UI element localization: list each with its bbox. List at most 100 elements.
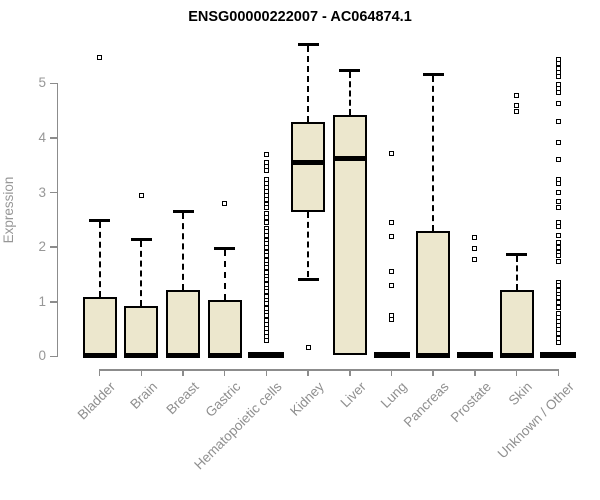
outlier-point-brain bbox=[138, 192, 144, 198]
x-tick-label: Lung bbox=[378, 379, 411, 411]
box-pancreas bbox=[416, 231, 451, 357]
outlier-point-unknown-other bbox=[555, 232, 561, 238]
x-tick-label: Gastric bbox=[202, 379, 244, 420]
y-tick-label: 4 bbox=[38, 130, 46, 145]
whisker-upper-kidney bbox=[307, 46, 310, 122]
x-tick-label: Unknown / Other bbox=[494, 379, 577, 462]
box-bladder bbox=[82, 297, 117, 357]
outlier-point-skin bbox=[514, 92, 520, 98]
y-axis-tick bbox=[50, 82, 57, 85]
box-brain bbox=[124, 305, 159, 357]
outlier-point-unknown-other bbox=[555, 157, 561, 163]
outlier-point-skin bbox=[514, 109, 520, 115]
whisker-cap-upper-kidney bbox=[297, 43, 319, 47]
x-tick-label: Bladder bbox=[74, 379, 119, 423]
whisker-upper-pancreas bbox=[432, 75, 435, 232]
outlier-point-unknown-other bbox=[555, 205, 561, 211]
outlier-point-unknown-other bbox=[555, 119, 561, 125]
outlier-point-unknown-other bbox=[555, 259, 561, 265]
x-axis-tick bbox=[390, 369, 393, 376]
outlier-point-lung bbox=[389, 234, 394, 240]
whisker-cap-upper-skin bbox=[506, 253, 528, 257]
x-tick-label: Brain bbox=[127, 379, 160, 412]
outlier-point-lung bbox=[389, 316, 394, 322]
outlier-point-bladder bbox=[97, 55, 103, 61]
x-axis-tick bbox=[98, 369, 101, 376]
whisker-upper-gastric bbox=[223, 250, 226, 301]
whisker-cap-upper-gastric bbox=[214, 247, 236, 251]
outlier-point-unknown-other bbox=[555, 219, 561, 225]
x-axis-tick bbox=[223, 369, 226, 376]
whisker-upper-brain bbox=[140, 241, 143, 306]
outlier-point-kidney bbox=[305, 345, 311, 351]
outlier-point-unknown-other bbox=[555, 90, 561, 96]
outlier-point-unknown-other bbox=[555, 299, 561, 305]
x-axis-tick bbox=[432, 369, 434, 376]
whisker-lower-kidney bbox=[307, 212, 310, 277]
whisker-cap-upper-breast bbox=[172, 210, 194, 214]
chart-title: ENSG00000222007 - AC064874.1 bbox=[188, 9, 412, 25]
y-tick-label: 0 bbox=[38, 348, 46, 364]
outlier-point-skin bbox=[514, 102, 520, 108]
x-axis-tick bbox=[349, 369, 351, 376]
whisker-cap-upper-brain bbox=[130, 238, 152, 241]
y-axis-tick bbox=[50, 246, 57, 248]
outlier-point-unknown-other bbox=[555, 101, 561, 107]
y-tick-label: 5 bbox=[38, 75, 46, 91]
x-tick-label: Liver bbox=[337, 379, 369, 411]
y-tick-label: 1 bbox=[38, 293, 46, 309]
x-axis-tick bbox=[182, 369, 184, 376]
x-axis-tick bbox=[265, 369, 268, 376]
box-liver bbox=[332, 115, 367, 356]
median-pancreas bbox=[416, 353, 451, 359]
median-skin bbox=[499, 353, 534, 359]
outlier-point-unknown-other bbox=[555, 304, 561, 310]
outlier-point-unknown-other bbox=[555, 339, 561, 345]
whisker-cap-upper-bladder bbox=[89, 218, 111, 222]
y-tick-label: 2 bbox=[38, 239, 46, 255]
outlier-point-unknown-other bbox=[555, 224, 561, 230]
outlier-point-hematopoietic-cells bbox=[263, 205, 269, 211]
y-axis-tick bbox=[50, 137, 57, 139]
whisker-cap-upper-pancreas bbox=[422, 72, 444, 76]
x-tick-label: Prostate bbox=[447, 379, 494, 426]
x-axis-tick bbox=[307, 369, 309, 376]
outlier-point-lung bbox=[389, 219, 394, 225]
x-axis-tick bbox=[515, 369, 518, 376]
outlier-point-hematopoietic-cells bbox=[263, 219, 269, 225]
outlier-point-unknown-other bbox=[555, 181, 561, 187]
box-kidney bbox=[291, 121, 326, 213]
x-axis-line bbox=[99, 369, 560, 371]
outlier-point-unknown-other bbox=[555, 73, 561, 79]
x-axis-tick bbox=[140, 369, 143, 376]
whisker-upper-breast bbox=[182, 213, 184, 290]
outlier-point-prostate bbox=[472, 235, 478, 241]
median-liver bbox=[332, 156, 367, 162]
median-gastric bbox=[207, 353, 242, 359]
outlier-point-hematopoietic-cells bbox=[263, 338, 269, 344]
y-axis-label: Expression bbox=[1, 176, 16, 244]
box-gastric bbox=[207, 300, 242, 357]
median-breast bbox=[166, 353, 200, 359]
box-breast bbox=[166, 289, 200, 357]
y-axis-tick bbox=[50, 301, 57, 303]
whisker-upper-bladder bbox=[98, 221, 101, 298]
outlier-point-hematopoietic-cells bbox=[263, 168, 269, 174]
box-skin bbox=[499, 290, 534, 357]
outlier-point-prostate bbox=[472, 245, 478, 251]
whisker-upper-liver bbox=[348, 72, 351, 116]
x-axis-tick bbox=[557, 369, 560, 376]
y-axis-tick bbox=[50, 355, 57, 358]
whisker-cap-upper-liver bbox=[339, 69, 361, 73]
outlier-point-unknown-other bbox=[555, 240, 561, 246]
outlier-point-unknown-other bbox=[555, 199, 561, 205]
outlier-point-lung bbox=[389, 283, 394, 289]
median-brain bbox=[124, 353, 159, 359]
median-kidney bbox=[291, 160, 326, 166]
x-tick-label: Pancreas bbox=[400, 379, 452, 430]
whisker-cap-lower-kidney bbox=[297, 277, 319, 281]
box-prostate bbox=[456, 352, 493, 359]
y-axis-tick bbox=[50, 191, 57, 194]
outlier-point-gastric bbox=[222, 201, 228, 207]
